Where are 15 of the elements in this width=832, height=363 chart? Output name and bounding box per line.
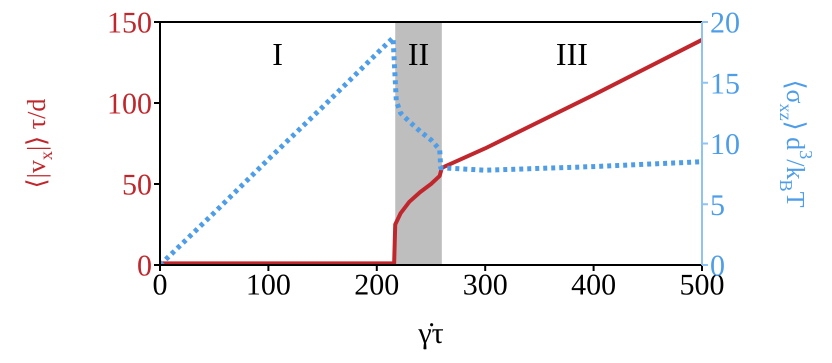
x-tick-label: 200 [354, 268, 400, 302]
x-tick-label: 400 [571, 268, 616, 302]
annotation: II [408, 36, 430, 72]
x-tick-label: 300 [462, 268, 508, 302]
annotation: III [556, 36, 588, 72]
x-tick-label: 100 [246, 268, 291, 302]
y-tick-label: 150 [107, 6, 152, 40]
y2-tick-label: 15 [710, 67, 740, 100]
y2-tick-label: 5 [710, 188, 725, 222]
y2-tick-label: 10 [710, 128, 740, 162]
x-axis-title: γ̇τ [417, 317, 444, 350]
y-tick-label: 100 [107, 88, 152, 121]
annotation: I [272, 36, 283, 72]
y-tick-label: 50 [122, 168, 152, 202]
y2-tick-label: 20 [710, 6, 740, 40]
